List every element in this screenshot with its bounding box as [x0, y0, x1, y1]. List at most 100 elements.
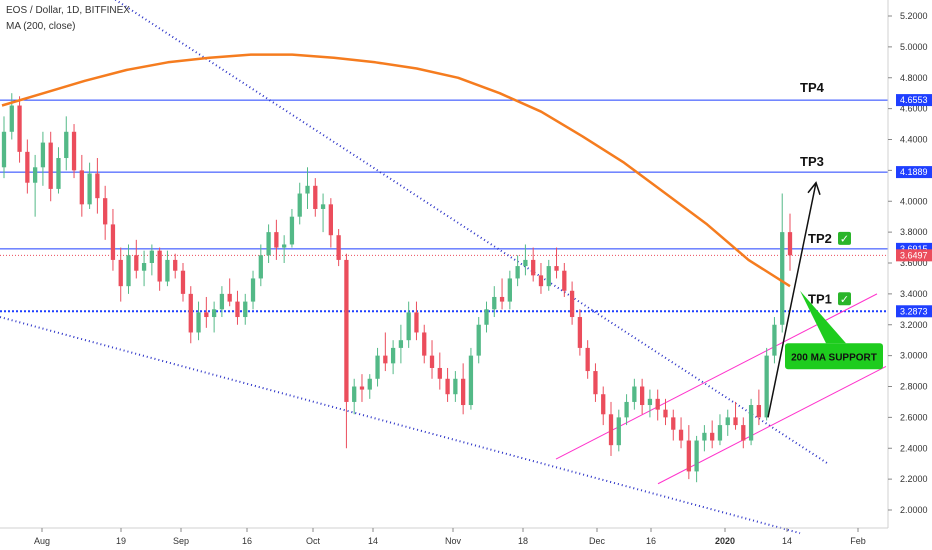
- candle-body: [266, 232, 271, 256]
- candle-body: [383, 355, 388, 364]
- candle-body: [601, 394, 606, 415]
- price-tick-label: 2.2000: [900, 474, 928, 484]
- candle-body: [577, 317, 583, 348]
- price-tick-label: 4.6000: [900, 104, 928, 114]
- price-tag-tp3: [896, 166, 932, 179]
- candle-body: [243, 301, 248, 318]
- price-tag-text: 3.2873: [900, 306, 928, 316]
- candle-body: [538, 275, 544, 287]
- candle-body: [499, 296, 505, 302]
- time-tick-label: 19: [116, 536, 126, 546]
- callout-text: 200 MA SUPPORT: [791, 352, 877, 363]
- candle-body: [461, 378, 466, 406]
- candle-body: [647, 398, 653, 406]
- candle-body: [593, 371, 598, 395]
- candle-body: [639, 386, 645, 406]
- time-tick-label: Aug: [34, 536, 50, 546]
- candle-body: [468, 355, 474, 406]
- candle-body: [562, 270, 567, 291]
- candle-body: [546, 266, 551, 287]
- candle-body: [585, 347, 590, 372]
- candle-body: [149, 250, 155, 263]
- candle-body: [173, 259, 178, 271]
- label-tp4: TP4: [800, 80, 825, 95]
- candle-body: [188, 293, 193, 333]
- price-tag-tp1: [896, 305, 932, 318]
- price-tag-tp4: [896, 94, 932, 107]
- time-tick-label: 16: [646, 536, 656, 546]
- time-tick-label: Sep: [173, 536, 189, 546]
- price-tick-label: 4.0000: [900, 196, 928, 206]
- candle-body: [671, 417, 676, 430]
- time-tick-label: Oct: [306, 536, 321, 546]
- price-tag-text: 4.6553: [900, 95, 928, 105]
- time-tick-label: Dec: [589, 536, 606, 546]
- candle-body: [422, 332, 427, 356]
- candle-body: [320, 204, 326, 209]
- projection-arrow-line: [767, 182, 817, 418]
- candle-body: [390, 347, 396, 364]
- candle-body: [71, 131, 77, 171]
- candlestick-series: [1, 93, 793, 483]
- label-tp1: TP1: [808, 291, 832, 306]
- last-price-tag-text: 3.6497: [900, 250, 928, 260]
- candle-body: [663, 409, 668, 418]
- candle-body: [725, 417, 730, 426]
- candle-body: [787, 232, 793, 256]
- candle-body: [1, 131, 7, 168]
- candle-body: [453, 378, 458, 395]
- candle-body: [250, 278, 256, 302]
- price-tag-text: 4.1889: [900, 167, 928, 177]
- check-icon: [838, 292, 851, 306]
- check-mark: ✓: [840, 293, 849, 306]
- candle-body: [717, 425, 723, 441]
- candle-body: [678, 429, 684, 441]
- candle-body: [289, 216, 295, 245]
- candle-body: [274, 232, 279, 248]
- candle-body: [211, 309, 217, 318]
- candle-body: [328, 204, 333, 236]
- legend-symbol: EOS / Dollar, 1D, BITFINEX: [6, 5, 130, 16]
- candle-body: [523, 259, 528, 267]
- price-tick-label: 2.6000: [900, 412, 928, 422]
- candle-body: [554, 266, 559, 271]
- candle-body: [180, 270, 186, 294]
- candle-body: [733, 417, 738, 426]
- candle-body: [756, 405, 762, 418]
- ma-200-line: [1, 53, 791, 288]
- candle-body: [336, 235, 341, 260]
- candle-body: [445, 378, 450, 395]
- time-tick-label: Nov: [445, 536, 462, 546]
- candle-body: [64, 131, 69, 159]
- candle-body: [219, 293, 225, 310]
- candle-body: [569, 290, 575, 318]
- projection-arrow-head: [807, 181, 821, 195]
- candle-body: [702, 432, 707, 441]
- candle-body: [87, 173, 92, 205]
- time-tick-label: 14: [782, 536, 792, 546]
- callout-box: [785, 343, 883, 370]
- candle-body: [17, 105, 22, 152]
- candle-body: [531, 259, 536, 276]
- check-mark: ✓: [840, 232, 849, 245]
- candle-body: [686, 440, 691, 472]
- candle-body: [608, 414, 614, 446]
- label-tp2: TP2: [808, 231, 832, 246]
- legend-indicator: MA (200, close): [6, 21, 75, 32]
- candle-body: [414, 312, 419, 333]
- candle-body: [297, 193, 302, 217]
- candle-body: [655, 398, 660, 410]
- candle-body: [741, 425, 746, 441]
- candle-body: [258, 255, 263, 279]
- candle-body: [344, 259, 349, 402]
- upper-trendline: [114, 0, 829, 465]
- price-tick-label: 5.2000: [900, 11, 928, 21]
- candle-body: [103, 198, 108, 225]
- time-tick-label: 14: [368, 536, 378, 546]
- candle-body: [748, 405, 754, 441]
- candle-body: [110, 224, 116, 260]
- candle-body: [235, 301, 240, 318]
- candle-body: [165, 259, 170, 282]
